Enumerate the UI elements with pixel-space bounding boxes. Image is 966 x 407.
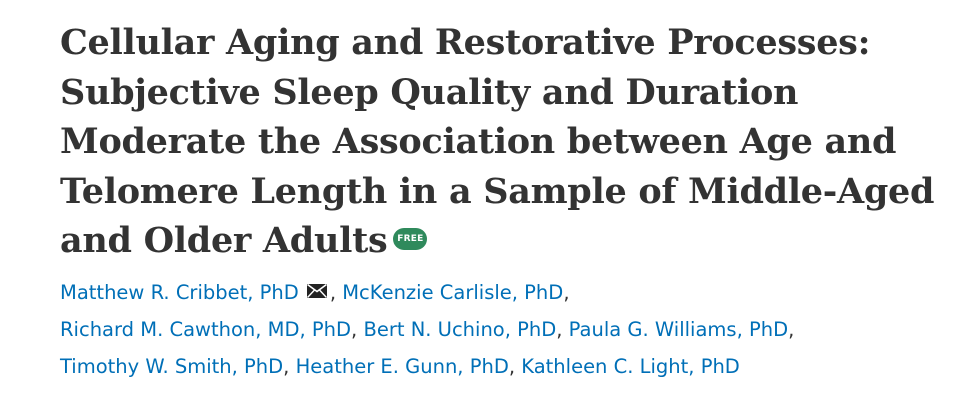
author-list: Matthew R. Cribbet, PhD, McKenzie Carlis… xyxy=(60,274,940,385)
author-link[interactable]: McKenzie Carlisle, PhD xyxy=(342,280,564,304)
author-separator: , xyxy=(283,354,290,378)
author-separator: , xyxy=(556,317,563,341)
article-header: Cellular Aging and Restorative Processes… xyxy=(60,18,940,385)
article-title-text: Cellular Aging and Restorative Processes… xyxy=(60,22,935,261)
author-link[interactable]: Matthew R. Cribbet, PhD xyxy=(60,280,299,304)
author-link[interactable]: Bert N. Uchino, PhD xyxy=(363,317,557,341)
free-access-badge: FREE xyxy=(393,227,428,250)
author-link[interactable]: Paula G. Williams, PhD xyxy=(568,317,789,341)
author-link[interactable]: Timothy W. Smith, PhD xyxy=(60,354,284,378)
author-separator: , xyxy=(508,354,516,378)
author-link[interactable]: Richard M. Cawthon, MD, PhD xyxy=(60,317,352,341)
article-title: Cellular Aging and Restorative Processes… xyxy=(60,18,940,266)
author-link[interactable]: Heather E. Gunn, PhD xyxy=(295,354,509,378)
author-separator: , xyxy=(329,280,337,304)
author-separator: , xyxy=(788,317,795,341)
author-separator: , xyxy=(351,317,358,341)
envelope-icon[interactable] xyxy=(306,284,327,298)
author-separator: , xyxy=(563,280,570,304)
author-link[interactable]: Kathleen C. Light, PhD xyxy=(521,354,740,378)
